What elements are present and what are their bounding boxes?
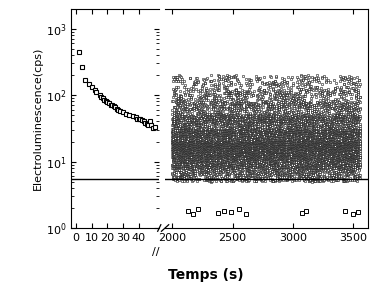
- Text: //: //: [152, 247, 159, 257]
- Text: Temps (s): Temps (s): [168, 268, 244, 282]
- Y-axis label: Electroluminescence(cps): Electroluminescence(cps): [33, 46, 43, 190]
